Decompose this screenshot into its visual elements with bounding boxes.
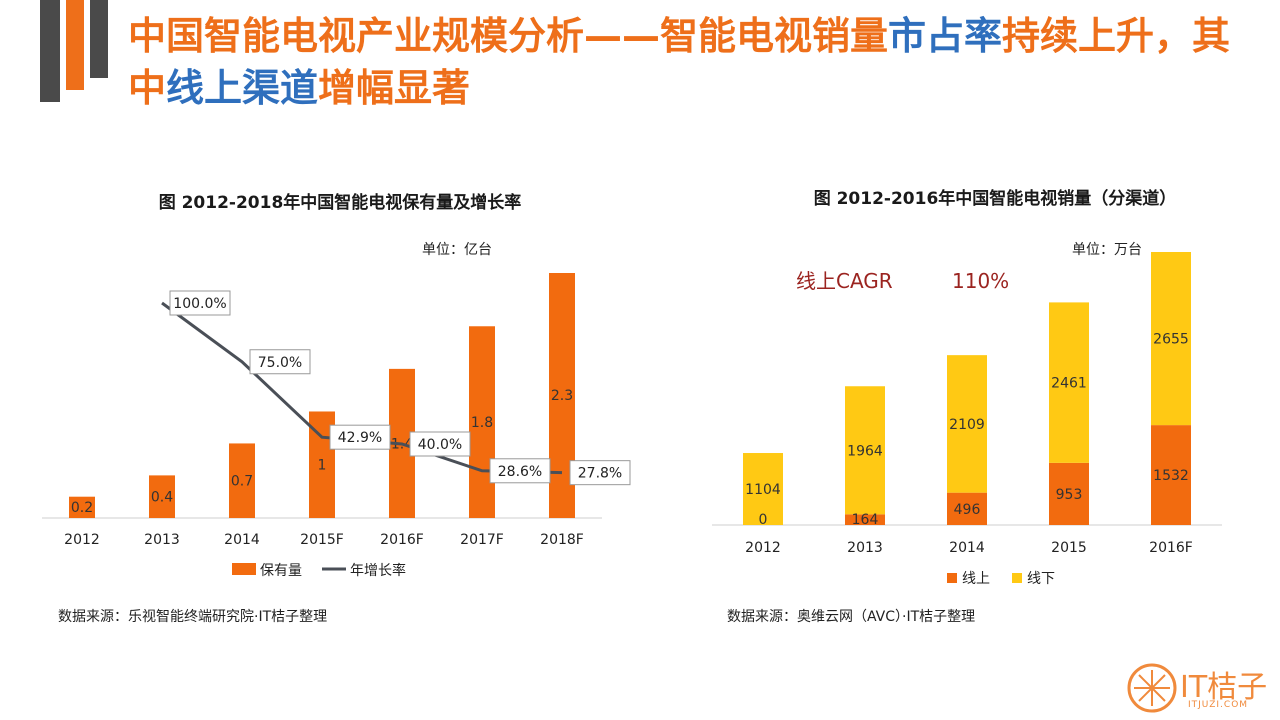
chart-1-bar-label-2018F: 2.3 (551, 388, 573, 404)
chart-1-tick-2015F: 2015F (300, 532, 344, 548)
chart-2-label-offline-2014: 2109 (949, 417, 985, 433)
chart-1-unit: 单位：亿台 (422, 242, 492, 258)
chart-1-bar-2012 (69, 496, 95, 518)
chart-2-annotation-value: 110% (952, 269, 1009, 293)
chart-2-label-online-2015: 953 (1056, 487, 1083, 503)
chart-1-tick-2017F: 2017F (460, 532, 504, 548)
chart-1-line-label-2016F: 40.0% (418, 437, 462, 453)
chart-1-tick-2013: 2013 (144, 532, 180, 548)
chart-2-title: 图 2012-2016年中国智能电视销量（分渠道） (813, 189, 1177, 209)
decor-bar-dark-2 (90, 0, 108, 78)
chart-1-line-label-box-2017F (489, 458, 551, 484)
chart-1-source: 数据来源：乐视智能终端研究院·IT桔子整理 (58, 609, 328, 625)
chart-1-tick-2018F: 2018F (540, 532, 584, 548)
chart-2-label-offline-2013: 1964 (847, 443, 883, 459)
title-part-1: 市占率 (888, 14, 1003, 58)
chart-2-legend-online: 线上 (962, 571, 990, 587)
chart-2-label-online-2012: 0 (759, 512, 768, 528)
chart-2-annotation-label: 线上CAGR (796, 269, 893, 293)
chart-2-tick-2014: 2014 (949, 540, 985, 556)
chart-1-bar-label-2015F: 1 (318, 458, 327, 474)
chart-1-tick-2014: 2014 (224, 532, 260, 548)
title-part-4: 增幅显著 (318, 66, 471, 110)
orange-logo-icon (1127, 663, 1177, 713)
chart-2-bar-online-2014 (947, 492, 987, 525)
chart-2-bar-offline-2013 (845, 386, 885, 515)
chart-1-bar-2017F (469, 326, 495, 518)
chart-1-legend-bar: 保有量 (260, 563, 302, 579)
chart-2-bar-offline-2012 (743, 453, 783, 525)
chart-1-bar-label-2014: 0.7 (231, 474, 253, 490)
chart-2-tick-2013: 2013 (847, 540, 883, 556)
chart-2-label-offline-2012: 1104 (745, 482, 781, 498)
chart-2-legend-offline: 线下 (1027, 571, 1055, 587)
chart-1-line-label-box-2018F (569, 460, 631, 486)
chart-1-line-label-box-2015F (329, 424, 391, 450)
chart-2-tick-2016F: 2016F (1149, 540, 1193, 556)
title-part-2: 持续上升，其中 (128, 14, 1231, 110)
chart-2-bar-online-2013 (845, 514, 885, 525)
chart-1-title: 图 2012-2018年中国智能电视保有量及增长率 (158, 193, 522, 213)
chart-1-line-label-2014: 75.0% (258, 355, 302, 371)
chart-2-unit: 单位：万台 (1072, 242, 1142, 258)
title-part-0: 中国智能电视产业规模分析——智能电视销量 (128, 14, 889, 58)
chart-2-bar-online-2015 (1049, 462, 1089, 525)
chart-2-label-online-2013: 164 (852, 512, 879, 528)
chart-1-tick-2016F: 2016F (380, 532, 424, 548)
chart-2-bar-offline-2015 (1049, 302, 1089, 463)
chart-2-bar-online-2016F (1151, 425, 1191, 525)
chart-1-line-label-box-2016F (409, 431, 471, 457)
chart-2-tick-2012: 2012 (745, 540, 781, 556)
chart-2-bar-offline-2016F (1151, 252, 1191, 426)
chart-1-svg: 单位：亿台0.220120.420130.7201412015F1.42016F… (42, 242, 631, 579)
title-part-3: 线上渠道 (166, 66, 319, 110)
decor-bar-orange (66, 0, 84, 90)
chart-1-line-label-2015F: 42.9% (338, 430, 382, 446)
logo-url: ITJUZI.COM (1188, 700, 1249, 710)
slide-title: 中国智能电视产业规模分析——智能电视销量市占率持续上升，其中线上渠道增幅显著 (128, 10, 1258, 114)
chart-1-bar-label-2017F: 1.8 (471, 415, 493, 431)
chart-2-label-offline-2016F: 2655 (1153, 332, 1189, 348)
chart-1-legend-line: 年增长率 (350, 562, 406, 579)
chart-1-line-label-2018F: 27.8% (578, 466, 622, 482)
chart-1-bar-2014 (229, 443, 255, 518)
logo-name: IT桔子 (1180, 670, 1268, 705)
chart-1-bar-label-2013: 0.4 (151, 490, 173, 506)
chart-1-line-label-box-2013 (169, 290, 231, 316)
chart-1-bar-2013 (149, 475, 175, 518)
chart-2-legend-swatch-online (947, 573, 957, 583)
chart-2-source: 数据来源：奥维云网（AVC）·IT桔子整理 (727, 609, 976, 625)
chart-2-label-online-2014: 496 (954, 502, 981, 518)
chart-1-tick-2012: 2012 (64, 532, 100, 548)
chart-2-label-offline-2015: 2461 (1051, 376, 1087, 392)
chart-1-legend-swatch-bar (232, 563, 256, 575)
chart-2-bar-offline-2014 (947, 355, 987, 493)
decor-bar-dark-1 (40, 0, 60, 102)
chart-2-legend-swatch-offline (1012, 573, 1022, 583)
chart-1-bar-label-2012: 0.2 (71, 500, 93, 516)
chart-1-line-label-box-2014 (249, 349, 311, 375)
chart-1-line-label-2017F: 28.6% (498, 464, 542, 480)
chart-2-label-online-2016F: 1532 (1153, 468, 1189, 484)
chart-1-line-label-2013: 100.0% (173, 296, 226, 312)
chart-2-tick-2015: 2015 (1051, 540, 1087, 556)
